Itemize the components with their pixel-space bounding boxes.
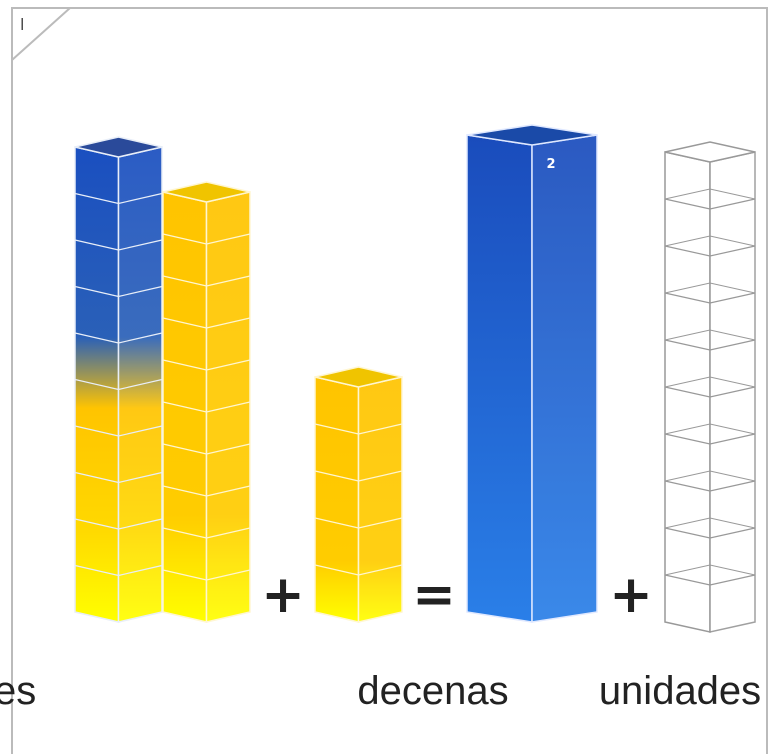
cube-edge (314, 564, 403, 576)
place-label: decenas (357, 669, 508, 713)
cube-edge (664, 564, 756, 576)
cube-edge (162, 527, 251, 539)
blocks: 2 (74, 124, 756, 633)
corner-label: l (20, 15, 24, 34)
cube-edge (314, 423, 403, 435)
cube-edge (664, 574, 756, 586)
cube-edge (664, 188, 756, 200)
cube-edge (664, 470, 756, 482)
column-face (466, 134, 533, 623)
cube-edge (314, 517, 403, 529)
corner-fold (11, 7, 73, 63)
operator: + (261, 565, 305, 625)
column-top (74, 136, 163, 158)
cube-edge (162, 317, 251, 329)
cube-edge (162, 359, 251, 371)
place-label: unidades (599, 669, 761, 713)
cube-edge (664, 517, 756, 529)
operator: + (609, 565, 653, 625)
cube-edge (664, 292, 756, 304)
cube-edge (74, 285, 163, 298)
cube-edge (664, 235, 756, 247)
cube-edge (162, 569, 251, 581)
cube-edge (664, 480, 756, 492)
cube-edge (74, 518, 163, 530)
column-top (314, 366, 403, 388)
column-top (664, 141, 756, 163)
column-face (314, 376, 360, 623)
cube-edge (664, 423, 756, 435)
cube-edge (162, 275, 251, 287)
operator: = (412, 565, 456, 625)
cube-edge (664, 433, 756, 445)
cube-edge (664, 376, 756, 388)
cube-edge (664, 339, 756, 351)
cube-edge (74, 564, 163, 577)
cube-edge (664, 245, 756, 257)
column-face (531, 134, 598, 623)
cube-edge (162, 485, 251, 497)
cube-edge (162, 443, 251, 455)
column-top (162, 181, 251, 203)
cube-edge (664, 527, 756, 539)
cube-edge (664, 282, 756, 294)
cube-edge (74, 239, 163, 251)
cube-edge (74, 378, 163, 391)
cube-edge (74, 332, 163, 344)
cube-edge (74, 425, 163, 437)
cube-edge (162, 401, 251, 413)
place-label: es (0, 669, 36, 713)
cube-edge (74, 471, 163, 484)
cube-edge (664, 329, 756, 341)
column-face (357, 376, 403, 623)
cube-edge (664, 198, 756, 210)
cube-edge (74, 192, 163, 205)
column-top (466, 124, 598, 146)
cube-edge (664, 386, 756, 398)
cube-edge (162, 233, 251, 245)
tens-value: 2 (546, 157, 555, 172)
frame (11, 7, 768, 754)
cube-edge (314, 470, 403, 482)
